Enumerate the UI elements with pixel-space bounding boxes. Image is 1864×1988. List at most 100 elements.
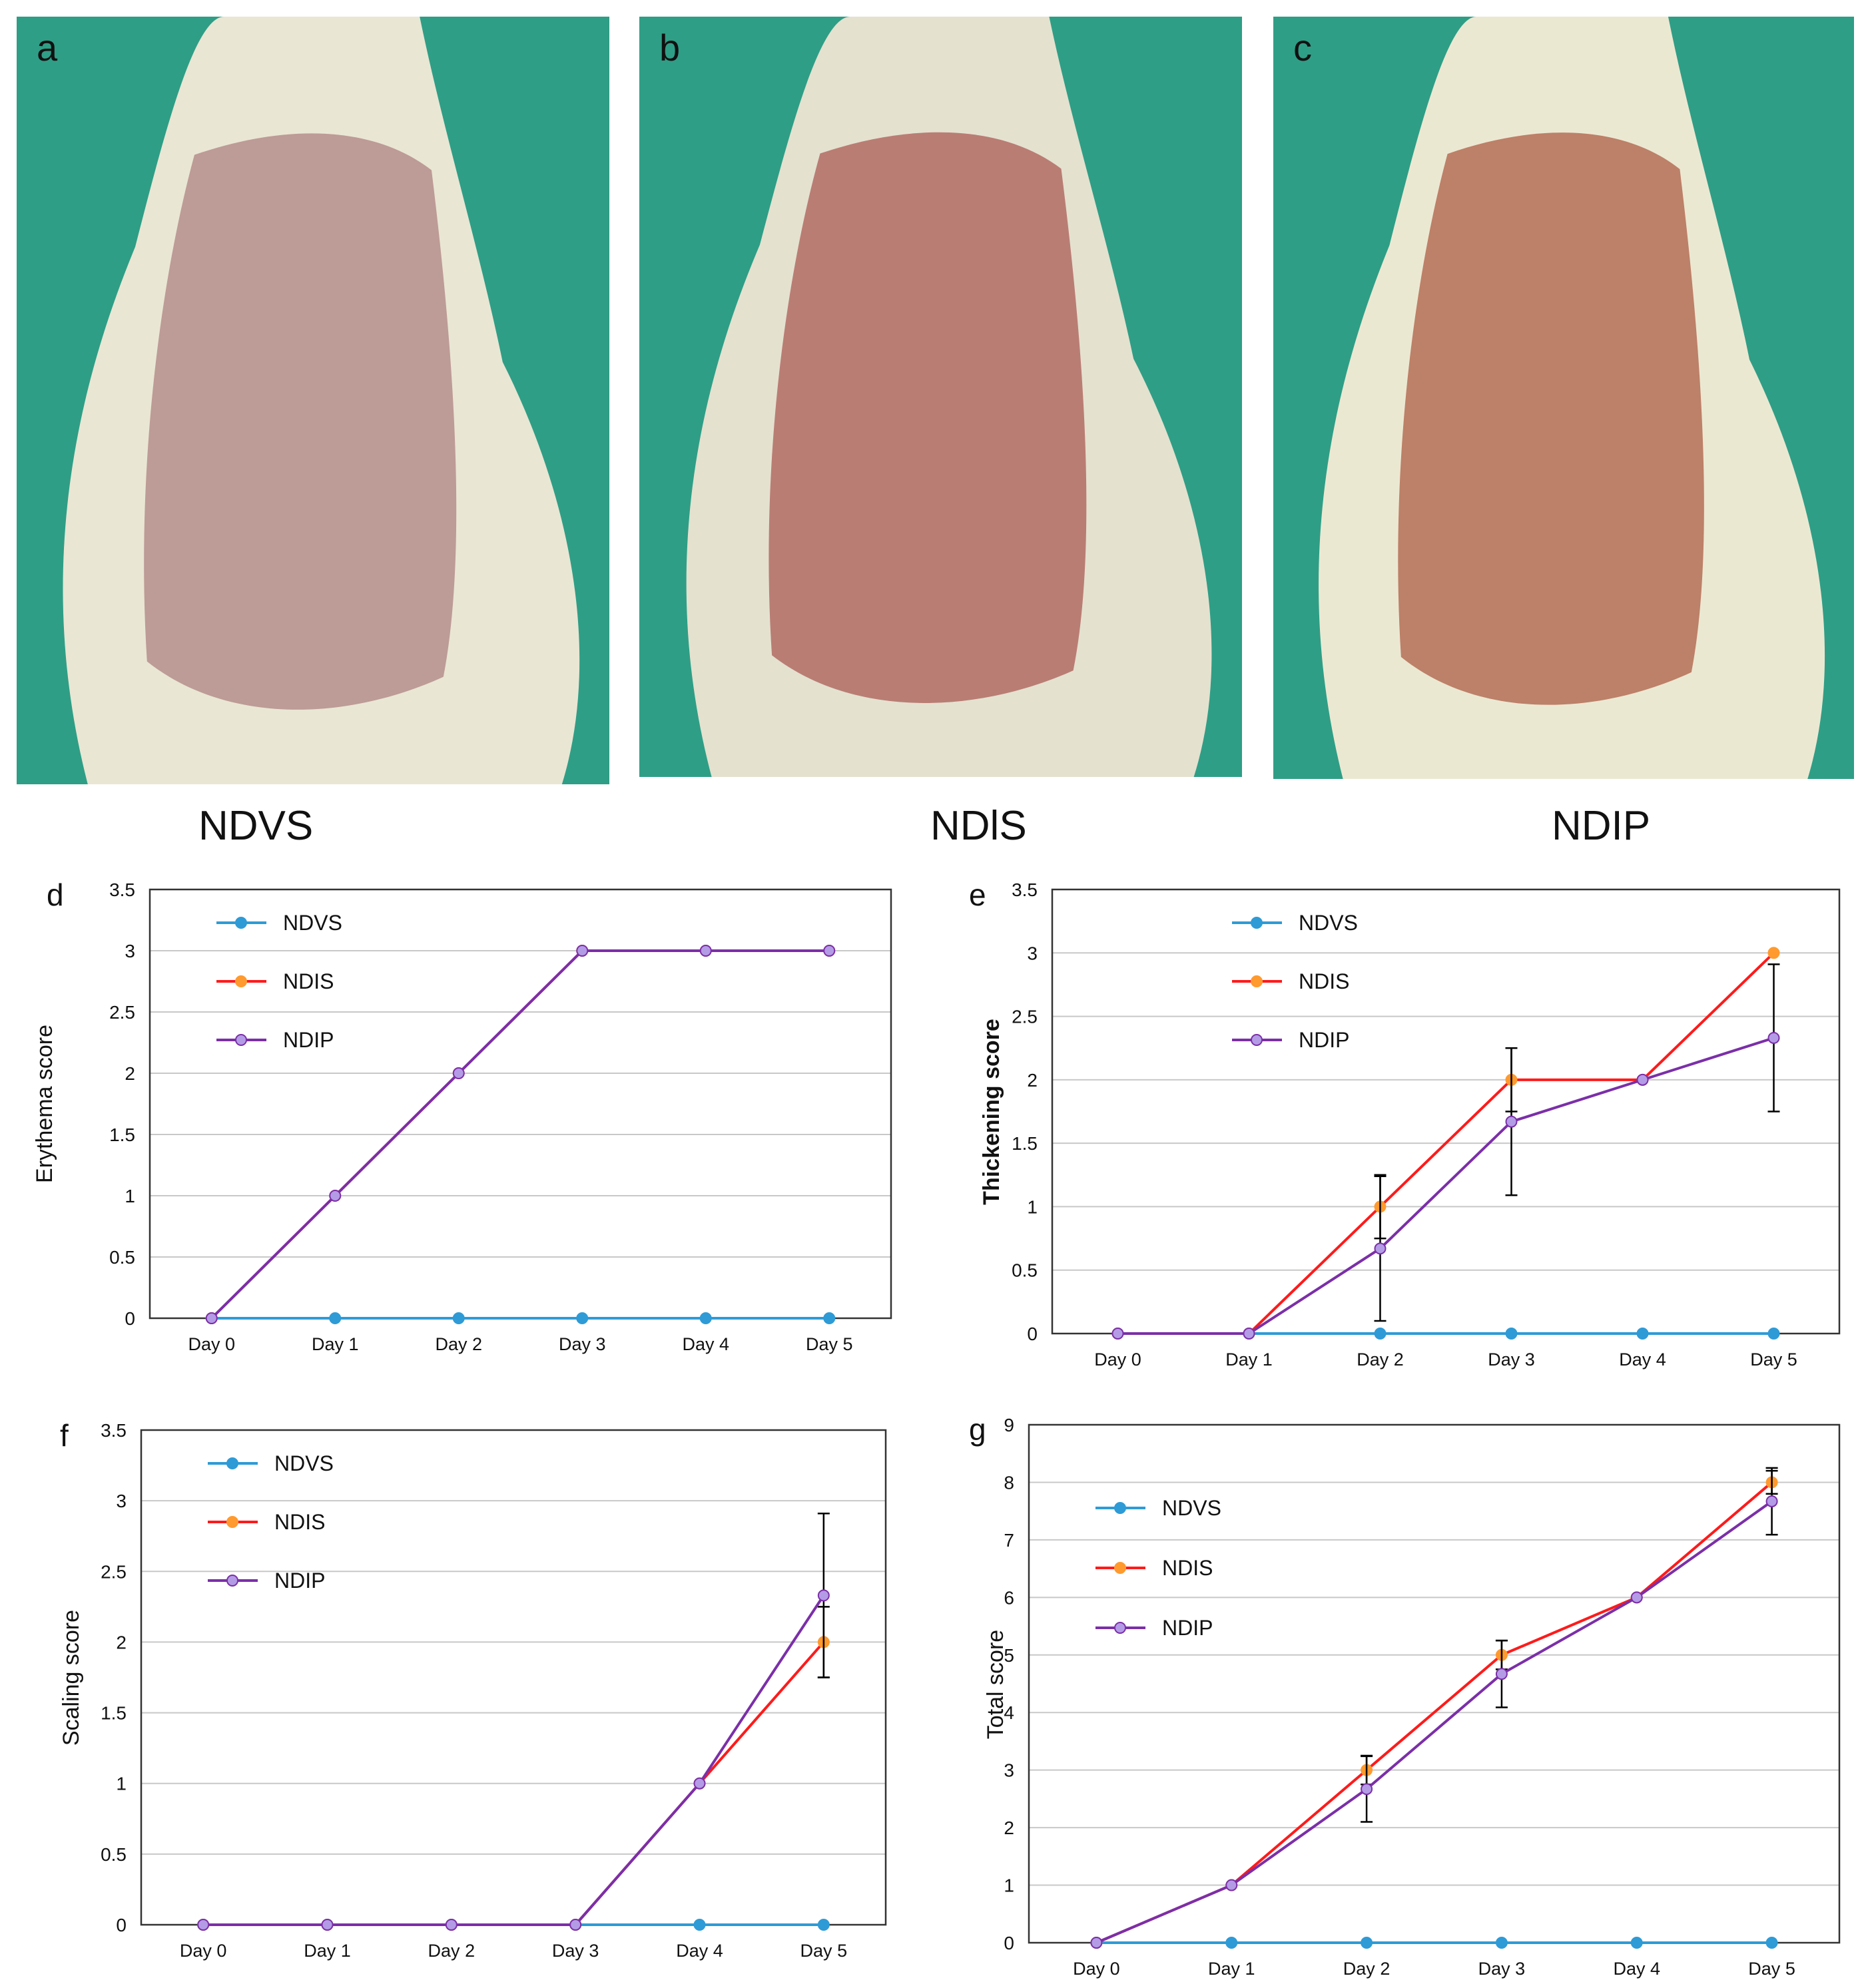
data-point-ndvs — [452, 1312, 465, 1324]
y-tick-label: 6 — [1004, 1587, 1014, 1608]
group-label-ndis: NDlS — [930, 803, 1027, 849]
data-point-ndvs — [1374, 1328, 1387, 1340]
data-point-ndip — [452, 1067, 465, 1079]
data-point-ndip — [693, 1777, 706, 1790]
data-point-ndip — [1225, 1879, 1238, 1891]
panel-letter-b: b — [659, 27, 681, 69]
data-point-ndip — [823, 945, 836, 957]
group-label-ndip: NDIP — [1552, 803, 1651, 849]
photo-c: c — [1273, 17, 1854, 779]
photo-a: a — [17, 17, 609, 784]
legend-label-ndis: NDIS — [1162, 1556, 1213, 1580]
photo-b: b — [639, 17, 1242, 777]
data-point-ndvs — [1636, 1328, 1649, 1340]
data-point-ndvs — [576, 1312, 589, 1324]
x-tick-label: Day 5 — [800, 1941, 848, 1961]
data-point-ndip — [1090, 1937, 1103, 1949]
legend-label-ndvs: NDVS — [1162, 1496, 1221, 1520]
x-tick-label: Day 0 — [1073, 1959, 1120, 1979]
data-point-ndip — [1243, 1328, 1255, 1340]
legend-label-ndip: NDIP — [283, 1028, 334, 1052]
series-line-ndip — [203, 1595, 825, 1926]
y-tick-label: 0.5 — [109, 1247, 135, 1268]
x-tick-label: Day 5 — [1750, 1350, 1797, 1369]
y-tick-label: 3.5 — [109, 879, 135, 900]
data-point-ndip — [1495, 1668, 1508, 1680]
panel-letter-d: d — [47, 877, 64, 912]
panel-letter-g: g — [969, 1412, 986, 1447]
shaved-skin-patch — [1398, 132, 1704, 705]
legend-label-ndvs: NDVS — [283, 911, 342, 935]
y-tick-label: 2.5 — [101, 1561, 127, 1582]
series-line-ndip — [1095, 1500, 1773, 1944]
y-tick-label: 0.5 — [101, 1844, 127, 1865]
y-tick-label: 4 — [1004, 1702, 1014, 1723]
y-tick-label: 3.5 — [1012, 879, 1038, 900]
data-point-ndvs — [823, 1312, 836, 1324]
chart-g: g 0 1 2 3 4 5 6 7 8 9 Day 0 Day 1 Day 2 Day 3 Day 4 Day … — [969, 1412, 1841, 1979]
y-tick-label: 1.5 — [101, 1703, 127, 1724]
y-tick-label: 1 — [125, 1186, 135, 1206]
x-tick-label: Day 4 — [1613, 1959, 1660, 1979]
x-tick-label: Day 3 — [552, 1941, 599, 1961]
legend-label-ndis: NDIS — [274, 1510, 325, 1534]
x-tick-label: Day 2 — [1343, 1959, 1391, 1979]
data-point-ndvs — [693, 1919, 706, 1931]
legend-marker-ndis — [1251, 975, 1263, 987]
y-tick-label: 2 — [116, 1632, 127, 1652]
data-point-ndvs — [329, 1312, 342, 1324]
plot-frame — [1028, 1423, 1841, 1944]
x-tick-label: Day 0 — [180, 1941, 227, 1961]
data-point-ndip — [1111, 1328, 1124, 1340]
data-point-ndvs — [699, 1312, 712, 1324]
data-point-ndip — [205, 1312, 218, 1324]
data-point-ndvs — [1505, 1328, 1518, 1340]
panel-letter-a: a — [37, 27, 58, 69]
y-tick-label: 3 — [1027, 943, 1038, 963]
panel-letter-f: f — [60, 1418, 69, 1453]
y-tick-label: 8 — [1004, 1472, 1014, 1493]
plot-frame — [140, 1429, 887, 1926]
data-point-ndvs — [1361, 1937, 1373, 1949]
legend-marker-ndis — [226, 1516, 238, 1528]
data-point-ndvs — [817, 1919, 830, 1931]
series-line-ndip — [1117, 1037, 1775, 1335]
y-tick-label: 0 — [1004, 1933, 1014, 1953]
panel-letter-c: c — [1293, 27, 1312, 69]
legend-label-ndip: NDIP — [1299, 1028, 1349, 1052]
y-axis-label: Total score — [983, 1630, 1008, 1739]
y-tick-label: 2 — [1027, 1070, 1038, 1091]
y-tick-label: 2.5 — [109, 1002, 135, 1023]
data-point-ndip — [1361, 1783, 1373, 1796]
plot-frame — [1051, 888, 1841, 1335]
group-label-ndvs: NDVS — [198, 803, 314, 849]
y-tick-label: 9 — [1004, 1415, 1014, 1435]
data-point-ndip — [1636, 1073, 1649, 1086]
data-point-ndvs — [1765, 1937, 1778, 1949]
panel-letter-e: e — [969, 877, 986, 912]
legend-label-ndvs: NDVS — [274, 1451, 334, 1475]
photo-a-image — [17, 17, 609, 784]
x-tick-label: Day 3 — [1488, 1350, 1535, 1369]
x-tick-label: Day 4 — [682, 1334, 729, 1354]
y-tick-label: 3 — [125, 941, 135, 961]
legend-label-ndip: NDIP — [1162, 1616, 1213, 1640]
data-point-ndip — [576, 945, 589, 957]
legend-label-ndis: NDIS — [1299, 969, 1349, 993]
data-point-ndip — [445, 1919, 458, 1931]
y-axis-label: Scaling score — [59, 1610, 84, 1746]
data-point-ndip — [1767, 1031, 1780, 1044]
y-axis-label: Thickening score — [979, 1019, 1004, 1205]
data-point-ndip — [1765, 1495, 1778, 1507]
shaved-skin-patch — [769, 132, 1087, 703]
legend-marker-ndvs — [226, 1457, 238, 1469]
legend-marker-ndip — [235, 1034, 247, 1046]
y-axis-label: Erythema score — [32, 1025, 57, 1183]
data-point-ndip — [817, 1589, 830, 1602]
x-tick-label: Day 0 — [1094, 1350, 1141, 1369]
data-point-ndip — [197, 1919, 210, 1931]
y-tick-label: 1 — [116, 1774, 127, 1794]
series-line-ndip — [210, 949, 830, 1320]
x-tick-label: Day 5 — [806, 1334, 853, 1354]
